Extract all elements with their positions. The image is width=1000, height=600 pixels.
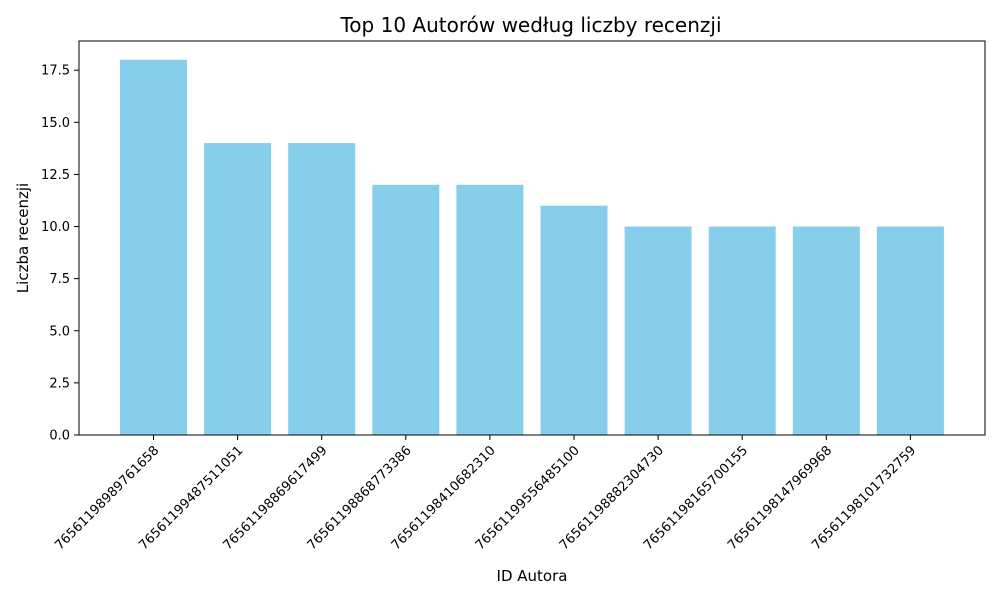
bars-group	[120, 59, 944, 436]
bar-76561199487511051	[204, 143, 272, 435]
y-tick-label: 2.5	[49, 376, 70, 391]
y-ticks-group: 0.0 2.5 5.0 7.5 10.0 12.5 15.0 17.5	[41, 64, 79, 444]
bar-76561198101732759	[876, 226, 944, 435]
y-tick-label: 5.0	[49, 324, 70, 339]
bar-76561198165700155	[708, 226, 776, 435]
y-tick-label: 0.0	[49, 429, 70, 444]
bar-76561199556485100	[540, 205, 608, 435]
y-tick-label: 10.0	[41, 220, 70, 235]
plot-frame	[78, 40, 986, 436]
y-tick-label: 17.5	[41, 64, 70, 79]
y-tick-label: 7.5	[49, 272, 70, 287]
bar-76561198410682310	[456, 184, 524, 435]
y-tick-label: 15.0	[41, 116, 70, 131]
bar-76561198989761658	[120, 59, 187, 436]
bar-76561198869617499	[288, 143, 356, 435]
chart-title: Top 10 Autorów według liczby recenzji	[339, 13, 721, 37]
bar-76561198882304730	[624, 226, 692, 435]
y-axis-title: Liczba recenzji	[14, 183, 32, 293]
y-tick-label: 12.5	[41, 168, 70, 183]
bar-76561198147969968	[792, 226, 860, 435]
x-ticks-group: 7656119898976165876561199487511051765611…	[52, 435, 919, 553]
bar-76561198868773386	[372, 184, 440, 435]
x-axis-title: ID Autora	[497, 567, 568, 585]
